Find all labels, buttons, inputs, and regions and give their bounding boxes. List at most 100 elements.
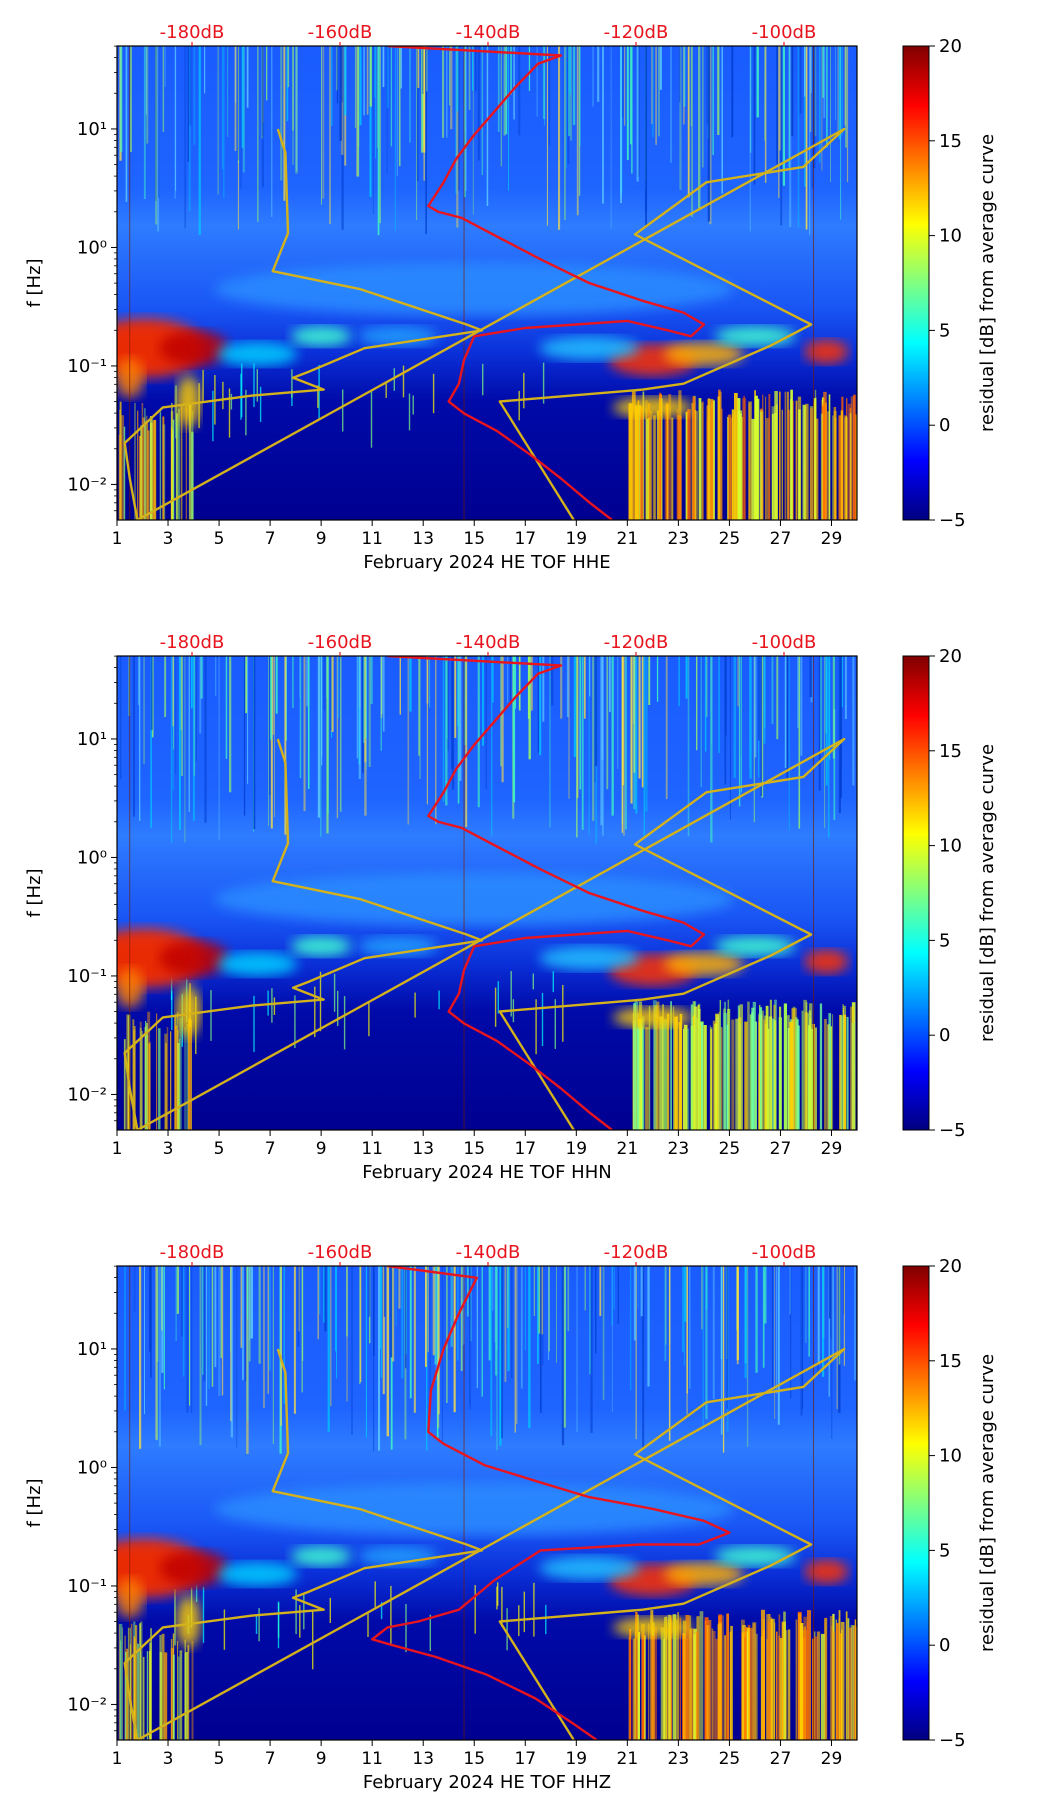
y-tick-label: 10⁻²	[67, 1084, 107, 1105]
colorbar-tick-label: 0	[939, 1635, 950, 1656]
x-tick-label: 17	[514, 1749, 536, 1769]
db-label: -100dB	[752, 632, 817, 653]
x-tick-label: 13	[412, 1749, 434, 1769]
y-tick-label: 10¹	[77, 1339, 107, 1360]
x-tick-label: 7	[265, 1139, 276, 1159]
median-curve	[371, 1266, 731, 1740]
colorbar-label: residual [dB] from average curve	[977, 1354, 998, 1652]
colorbar-tick-label: 10	[939, 226, 962, 247]
y-tick-label: 10¹	[77, 119, 107, 140]
x-tick-label: 7	[265, 1749, 276, 1769]
y-tick-label: 10⁻²	[67, 1694, 107, 1715]
x-tick-label: 9	[316, 1749, 327, 1769]
x-tick-label: 1	[112, 1749, 123, 1769]
db-label: -180dB	[160, 632, 225, 653]
colorbar-tick-label: 10	[939, 1446, 962, 1467]
x-tick-label: 11	[361, 529, 383, 549]
db-label: -140dB	[456, 1242, 521, 1263]
x-tick-label: 29	[821, 529, 843, 549]
x-tick-label: 3	[163, 1139, 174, 1159]
x-tick-label: 23	[668, 1139, 690, 1159]
x-tick-label: 5	[214, 1749, 225, 1769]
y-axis-label: f [Hz]	[24, 258, 45, 307]
x-tick-label: 5	[214, 529, 225, 549]
x-tick-label: 23	[668, 529, 690, 549]
y-tick-label: 10⁻¹	[67, 966, 107, 987]
x-tick-label: 25	[719, 1749, 741, 1769]
db-label: -180dB	[160, 1242, 225, 1263]
noise-model-curve	[123, 1347, 846, 1740]
colorbar-label: residual [dB] from average curve	[977, 744, 998, 1042]
x-tick-label: 17	[514, 1139, 536, 1159]
y-tick-label: 10⁻²	[67, 474, 107, 495]
y-tick-label: 10¹	[77, 729, 107, 750]
colorbar: 20 15 10 5 0 −5 residual [dB] from average cur…	[902, 36, 998, 531]
colorbar-tick-label: −5	[939, 510, 966, 531]
plot-area	[117, 1266, 857, 1740]
colorbar-tick-label: 20	[939, 1256, 962, 1277]
y-tick-label: 10⁻¹	[67, 356, 107, 377]
colorbar-tick-label: 15	[939, 741, 962, 762]
y-axis-label: f [Hz]	[24, 868, 45, 917]
x-tick-label: 29	[821, 1139, 843, 1159]
colorbar-tick-label: 0	[939, 415, 950, 436]
x-tick-label: 1	[112, 1139, 123, 1159]
x-tick-label: 3	[163, 1749, 174, 1769]
x-tick-label: 21	[617, 1749, 639, 1769]
db-label: -160dB	[308, 632, 373, 653]
x-tick-label: 15	[463, 1139, 485, 1159]
x-tick-label: 11	[361, 1139, 383, 1159]
colorbar: 20 15 10 5 0 −5 residual [dB] from average cur…	[902, 646, 998, 1141]
colorbar-tick-label: −5	[939, 1120, 966, 1141]
y-tick-label: 10⁻¹	[67, 1576, 107, 1597]
x-tick-label: 27	[770, 1749, 792, 1769]
colorbar-tick-label: 20	[939, 36, 962, 57]
x-tick-label: 27	[770, 1139, 792, 1159]
y-tick-label: 10⁰	[77, 847, 107, 868]
colorbar-tick-label: 5	[939, 1540, 950, 1561]
x-tick-label: 21	[617, 1139, 639, 1159]
x-tick-label: 25	[719, 529, 741, 549]
x-tick-label: 25	[719, 1139, 741, 1159]
x-tick-label: 7	[265, 529, 276, 549]
x-tick-label: 19	[565, 529, 587, 549]
x-axis-label: February 2024 HE TOF HHE	[363, 552, 610, 573]
colorbar-tick-label: 10	[939, 836, 962, 857]
x-tick-label: 27	[770, 529, 792, 549]
x-tick-label: 15	[463, 529, 485, 549]
x-tick-label: 21	[617, 529, 639, 549]
x-tick-label: 9	[316, 1139, 327, 1159]
median-curve	[387, 656, 706, 1130]
y-tick-label: 10⁰	[77, 237, 107, 258]
db-label: -140dB	[456, 22, 521, 43]
x-tick-label: 13	[412, 529, 434, 549]
db-label: -160dB	[308, 22, 373, 43]
colorbar-tick-label: 0	[939, 1025, 950, 1046]
colorbar-gradient	[902, 1265, 930, 1741]
colorbar-tick-label: 15	[939, 1351, 962, 1372]
x-tick-label: 13	[412, 1139, 434, 1159]
y-axis-label: f [Hz]	[24, 1478, 45, 1527]
x-tick-label: 29	[821, 1749, 843, 1769]
colorbar-gradient	[902, 655, 930, 1131]
db-label: -100dB	[752, 22, 817, 43]
db-label: -120dB	[604, 632, 669, 653]
db-label: -120dB	[604, 1242, 669, 1263]
plot-area	[117, 46, 857, 520]
db-label: -120dB	[604, 22, 669, 43]
x-tick-label: 9	[316, 529, 327, 549]
colorbar-tick-label: 15	[939, 131, 962, 152]
x-tick-label: 17	[514, 529, 536, 549]
db-label: -180dB	[160, 22, 225, 43]
colorbar-tick-label: −5	[939, 1730, 966, 1751]
x-tick-label: 5	[214, 1139, 225, 1159]
x-axis-label: February 2024 HE TOF HHZ	[363, 1772, 611, 1793]
x-tick-label: 19	[565, 1749, 587, 1769]
db-label: -100dB	[752, 1242, 817, 1263]
colorbar-gradient	[902, 45, 930, 521]
